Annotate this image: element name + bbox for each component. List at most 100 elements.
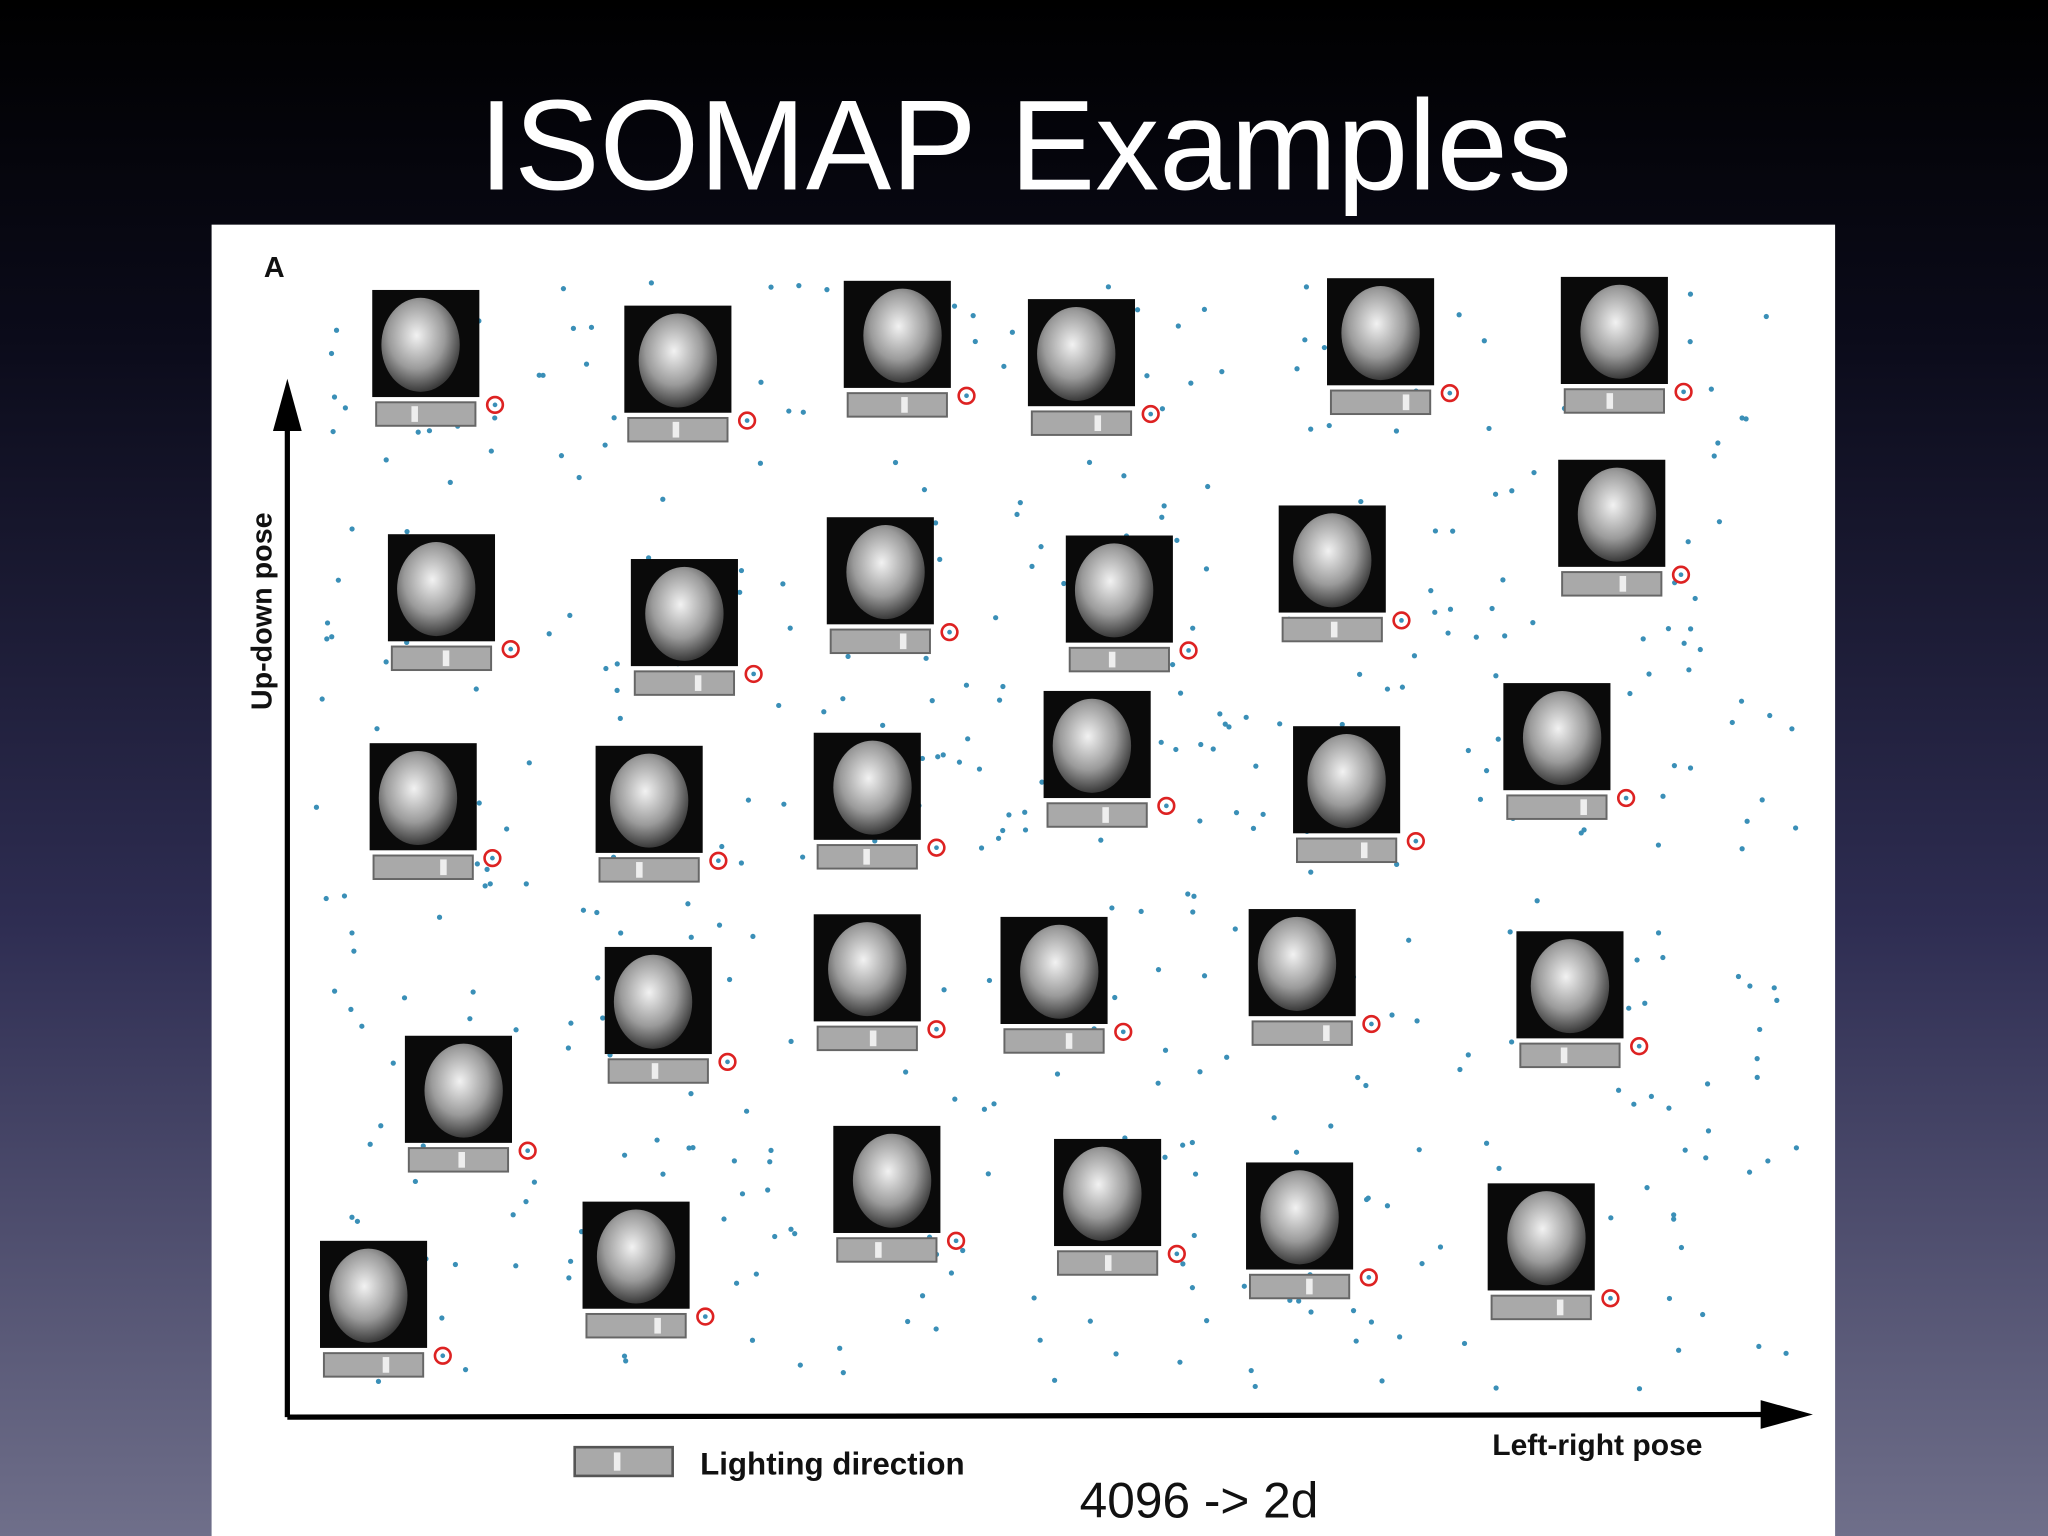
face	[424, 1043, 503, 1138]
face	[329, 1248, 408, 1343]
face-thumb	[1248, 909, 1381, 1046]
dot	[1155, 967, 1162, 973]
marker-dot	[751, 671, 756, 677]
dot	[995, 835, 1002, 841]
dot	[821, 709, 827, 715]
face-thumb	[1027, 299, 1160, 436]
dot	[1189, 1139, 1195, 1146]
dot	[404, 528, 410, 535]
dot	[1039, 779, 1045, 785]
dot	[1763, 313, 1769, 320]
dot	[378, 1123, 384, 1129]
marker-dot	[744, 418, 750, 423]
dot	[1087, 1318, 1093, 1324]
dot	[617, 715, 623, 721]
dot	[1037, 1337, 1043, 1343]
dot	[1406, 937, 1412, 943]
marker-dot	[1399, 618, 1404, 623]
face-thumb	[1487, 1183, 1620, 1321]
dot	[1188, 380, 1194, 386]
dot	[1465, 747, 1471, 754]
dot	[375, 1378, 382, 1385]
face	[1580, 284, 1659, 379]
dot	[1308, 426, 1314, 432]
dot	[686, 1145, 692, 1151]
dot	[787, 625, 793, 631]
dot	[991, 1101, 997, 1107]
face-thumb	[1043, 690, 1176, 828]
dot	[1640, 636, 1646, 642]
dot	[1009, 329, 1015, 335]
dot	[1197, 818, 1203, 824]
dot	[1456, 312, 1462, 318]
slider	[322, 1352, 425, 1378]
dot	[367, 1141, 373, 1147]
dot	[614, 687, 620, 693]
dot	[1419, 1260, 1425, 1267]
dot	[1739, 846, 1745, 852]
face	[645, 566, 724, 661]
axes	[272, 378, 1813, 1429]
dot	[600, 1015, 606, 1021]
x-axis	[287, 1411, 1770, 1420]
dot	[492, 415, 498, 421]
dot	[1222, 721, 1228, 727]
dot	[335, 577, 341, 583]
slider	[816, 1025, 918, 1052]
dot	[993, 615, 999, 621]
slider-knob	[636, 862, 643, 878]
dot	[845, 653, 851, 660]
dot	[932, 520, 939, 526]
dot	[1445, 630, 1451, 636]
marker-dot	[1678, 572, 1684, 578]
dot	[1051, 1377, 1058, 1383]
dot	[333, 327, 340, 333]
dot	[324, 620, 331, 626]
marker-dot	[525, 1148, 531, 1154]
dot	[1411, 653, 1418, 659]
slider-knob	[382, 1357, 390, 1373]
marker-dot	[1608, 1295, 1613, 1301]
dot	[447, 479, 453, 485]
marker-dot	[934, 845, 939, 851]
slider	[372, 854, 474, 880]
dot	[1296, 1298, 1302, 1304]
dot	[1161, 503, 1167, 509]
dot	[1205, 483, 1211, 490]
dot	[1022, 809, 1028, 815]
slide-title: ISOMAP Examples	[479, 74, 1572, 217]
dot	[1700, 1311, 1706, 1318]
dot	[1660, 793, 1666, 799]
slider-knob	[1606, 393, 1614, 409]
face	[1507, 1191, 1586, 1286]
slider-knob	[869, 1030, 877, 1047]
dot	[1061, 580, 1067, 587]
dot	[1492, 491, 1499, 497]
dot	[1397, 1334, 1403, 1340]
dot	[1747, 983, 1753, 989]
dot	[1483, 1140, 1490, 1146]
legend-slider	[573, 1445, 674, 1478]
dot	[719, 843, 725, 850]
slider-knob	[1580, 799, 1587, 816]
slider	[390, 645, 493, 672]
slider-knob	[442, 650, 450, 667]
dot	[331, 988, 338, 994]
dot	[1665, 626, 1672, 632]
dot	[1642, 1000, 1648, 1006]
dot	[1308, 1309, 1314, 1315]
dot	[1493, 673, 1499, 679]
dot	[1253, 763, 1259, 769]
dot	[1481, 338, 1487, 344]
dot	[1738, 698, 1745, 704]
slider	[1519, 1042, 1621, 1069]
marker-dot	[964, 393, 969, 399]
dot	[1687, 765, 1694, 771]
marker-dot	[1623, 795, 1629, 801]
marker-dot	[1636, 1043, 1642, 1049]
dot	[1177, 690, 1184, 696]
dot	[1682, 1147, 1688, 1153]
dot	[1177, 1359, 1183, 1365]
dot	[1495, 736, 1501, 742]
dot	[1447, 606, 1454, 612]
